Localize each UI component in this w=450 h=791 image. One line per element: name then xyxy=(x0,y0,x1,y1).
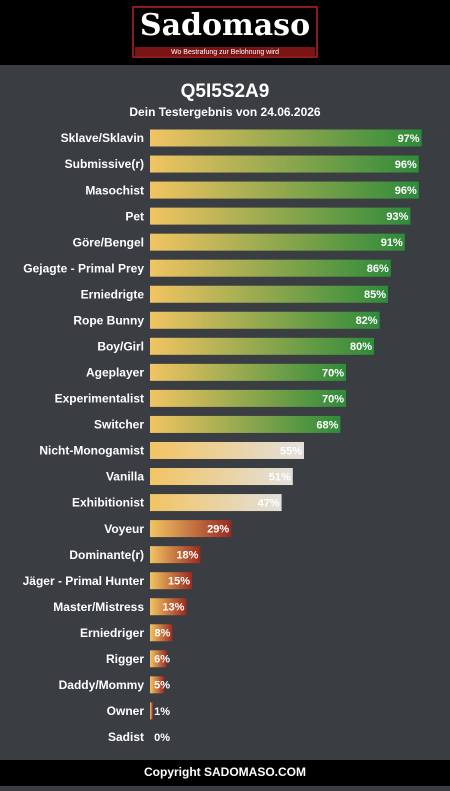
bar xyxy=(150,181,419,199)
value-label: 51% xyxy=(269,471,291,483)
category-label: Erniedriger xyxy=(80,626,144,640)
bar xyxy=(150,650,167,668)
bar xyxy=(150,546,201,564)
bar xyxy=(150,520,232,538)
category-label: Pet xyxy=(125,209,144,223)
bar xyxy=(150,285,388,303)
value-label: 82% xyxy=(356,315,378,327)
value-label: 29% xyxy=(207,524,229,536)
category-label: Daddy/Mommy xyxy=(59,678,145,692)
bar xyxy=(150,441,304,459)
category-label: Submissive(r) xyxy=(65,157,144,171)
value-label: 0% xyxy=(154,732,170,744)
bar xyxy=(150,311,380,329)
bar xyxy=(150,624,173,642)
bar xyxy=(150,363,346,381)
category-label: Göre/Bengel xyxy=(73,235,144,249)
value-label: 86% xyxy=(367,263,389,275)
value-label: 70% xyxy=(322,367,344,379)
value-label: 1% xyxy=(154,706,170,718)
value-label: 97% xyxy=(398,133,420,145)
bar xyxy=(150,468,293,486)
category-label: Dominante(r) xyxy=(69,548,144,562)
value-label: 8% xyxy=(154,628,170,640)
value-label: 55% xyxy=(280,445,302,457)
bar xyxy=(150,259,391,277)
category-label: Nicht-Monogamist xyxy=(39,444,144,458)
category-label: Ageplayer xyxy=(86,366,144,380)
category-label: Erniedrigte xyxy=(81,287,145,301)
value-label: 70% xyxy=(322,393,344,405)
footer: Copyright SADOMASO.COM xyxy=(144,765,306,779)
tagline: Wo Bestrafung zur Belohnung wird xyxy=(171,49,279,56)
value-label: 5% xyxy=(154,680,170,692)
value-label: 96% xyxy=(395,159,417,171)
bar xyxy=(150,389,346,407)
bar xyxy=(150,415,341,433)
bar xyxy=(150,598,187,616)
bar xyxy=(150,494,282,512)
value-label: 15% xyxy=(168,576,190,588)
category-label: Jäger - Primal Hunter xyxy=(23,574,145,588)
category-label: Masochist xyxy=(85,183,144,197)
value-label: 47% xyxy=(258,497,280,509)
bar xyxy=(150,572,192,590)
category-label: Experimentalist xyxy=(55,392,144,406)
category-label: Switcher xyxy=(94,418,144,432)
category-label: Sklave/Sklavin xyxy=(61,131,144,145)
footer-band xyxy=(0,760,450,786)
category-label: Master/Mistress xyxy=(53,600,144,614)
bar xyxy=(150,676,164,694)
value-label: 91% xyxy=(381,237,403,249)
tagline-band xyxy=(135,47,315,56)
value-label: 85% xyxy=(364,289,386,301)
category-label: Rope Bunny xyxy=(73,313,144,327)
category-label: Boy/Girl xyxy=(97,339,144,353)
bar xyxy=(150,129,422,147)
value-label: 6% xyxy=(154,654,170,666)
bar xyxy=(150,233,405,251)
value-label: 80% xyxy=(350,341,372,353)
value-label: 68% xyxy=(316,419,338,431)
bar xyxy=(150,702,153,720)
value-label: 93% xyxy=(386,211,408,223)
value-label: 18% xyxy=(176,550,198,562)
category-label: Voyeur xyxy=(104,522,144,536)
category-label: Rigger xyxy=(106,652,144,666)
chart-subtitle: Dein Testergebnis von 24.06.2026 xyxy=(129,105,321,119)
category-label: Gejagte - Primal Prey xyxy=(23,261,144,275)
bar xyxy=(150,207,411,225)
bar xyxy=(150,155,419,173)
category-label: Owner xyxy=(107,704,145,718)
category-label: Exhibitionist xyxy=(72,496,144,510)
value-label: 96% xyxy=(395,185,417,197)
logo: Sadomaso xyxy=(140,8,310,43)
chart-title: Q5I5S2A9 xyxy=(181,81,270,102)
bar xyxy=(150,337,374,355)
category-label: Sadist xyxy=(108,730,144,744)
category-label: Vanilla xyxy=(106,470,144,484)
value-label: 13% xyxy=(162,602,184,614)
